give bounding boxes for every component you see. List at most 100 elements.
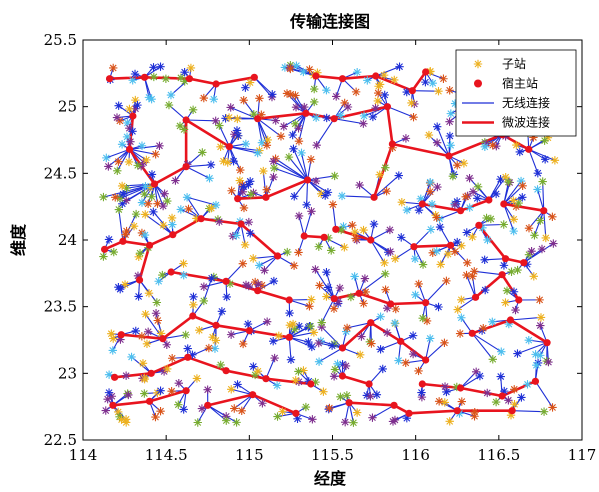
substation-marker <box>380 71 388 79</box>
substation-marker <box>159 221 167 229</box>
host-station-marker <box>390 402 397 409</box>
substation-marker <box>433 247 441 255</box>
substation-marker <box>347 293 355 301</box>
host-station-marker <box>151 180 158 187</box>
substation-marker <box>168 354 176 362</box>
substation-marker <box>295 212 303 220</box>
substation-marker <box>441 398 449 406</box>
substation-marker <box>435 397 443 405</box>
substation-marker <box>158 271 166 279</box>
substation-marker <box>294 124 302 132</box>
host-station-marker <box>331 295 338 302</box>
legend-label: 无线连接 <box>502 95 550 110</box>
substation-marker <box>147 193 155 201</box>
host-station-marker <box>118 331 125 338</box>
host-station-marker <box>509 407 516 414</box>
substation-marker <box>329 200 337 208</box>
substation-marker <box>536 216 544 224</box>
substation-marker <box>460 159 468 167</box>
substation-marker <box>128 127 136 135</box>
substation-marker <box>259 167 267 175</box>
host-station-marker <box>274 252 281 259</box>
host-station-marker <box>447 242 454 249</box>
substation-marker <box>232 418 240 426</box>
substation-marker <box>207 274 215 282</box>
substation-marker <box>305 302 313 310</box>
host-station-marker <box>184 354 191 361</box>
substation-marker <box>295 137 303 145</box>
substation-marker <box>263 317 271 325</box>
substation-marker <box>258 399 266 407</box>
substation-marker <box>307 155 315 163</box>
substation-marker <box>155 142 163 150</box>
host-station-marker <box>159 335 166 342</box>
substation-marker <box>342 362 350 370</box>
substation-marker <box>483 389 491 397</box>
substation-marker <box>439 75 447 83</box>
substation-marker <box>132 327 140 335</box>
host-station-marker <box>183 163 190 170</box>
substation-marker <box>124 391 132 399</box>
host-station-marker <box>469 330 476 337</box>
substation-marker <box>465 203 473 211</box>
substation-marker <box>461 193 469 201</box>
substation-marker <box>500 261 508 269</box>
substation-marker <box>286 321 294 329</box>
substation-marker <box>503 286 511 294</box>
substation-marker <box>230 404 238 412</box>
substation-marker <box>343 324 351 332</box>
substation-marker <box>215 121 223 129</box>
substation-marker <box>122 372 130 380</box>
host-station-marker <box>183 387 190 394</box>
substation-marker <box>242 281 250 289</box>
host-station-marker <box>365 380 372 387</box>
substation-marker <box>174 401 182 409</box>
substation-marker <box>436 223 444 231</box>
y-tick-label: 25.5 <box>44 31 77 49</box>
host-station-marker <box>384 103 391 110</box>
host-station-marker <box>475 222 482 229</box>
host-station-marker <box>339 372 346 379</box>
host-station-marker <box>189 312 196 319</box>
substation-marker <box>302 403 310 411</box>
substation-marker <box>374 89 382 97</box>
substation-marker <box>368 413 376 421</box>
legend-host-icon <box>474 80 482 88</box>
substation-marker <box>359 119 367 127</box>
substation-marker <box>480 256 488 264</box>
substation-marker <box>125 158 133 166</box>
host-station-marker <box>321 234 328 241</box>
substation-marker <box>497 347 505 355</box>
substation-marker <box>142 156 150 164</box>
substation-marker <box>200 283 208 291</box>
substation-marker <box>373 390 381 398</box>
substation-marker <box>113 113 121 121</box>
substation-marker <box>457 296 465 304</box>
microwave-link <box>414 245 451 246</box>
substation-marker <box>542 234 550 242</box>
substation-marker <box>114 157 122 165</box>
substation-marker <box>411 291 419 299</box>
substation-marker <box>163 365 171 373</box>
substation-marker <box>205 344 213 352</box>
substation-marker <box>126 138 134 146</box>
substation-marker <box>500 220 508 228</box>
substation-marker <box>234 132 242 140</box>
host-station-marker <box>109 402 116 409</box>
substation-marker <box>225 113 233 121</box>
substation-marker <box>463 259 471 267</box>
host-station-marker <box>339 75 346 82</box>
substation-marker <box>177 74 185 82</box>
substation-marker <box>367 339 375 347</box>
substation-marker <box>211 344 219 352</box>
substation-marker <box>453 238 461 246</box>
substation-marker <box>325 404 333 412</box>
host-station-marker <box>419 200 426 207</box>
substation-marker <box>210 95 218 103</box>
host-station-marker <box>372 72 379 79</box>
substation-marker <box>322 86 330 94</box>
substation-marker <box>429 79 437 87</box>
substation-marker <box>479 324 487 332</box>
substation-marker <box>291 376 299 384</box>
substation-marker <box>465 174 473 182</box>
